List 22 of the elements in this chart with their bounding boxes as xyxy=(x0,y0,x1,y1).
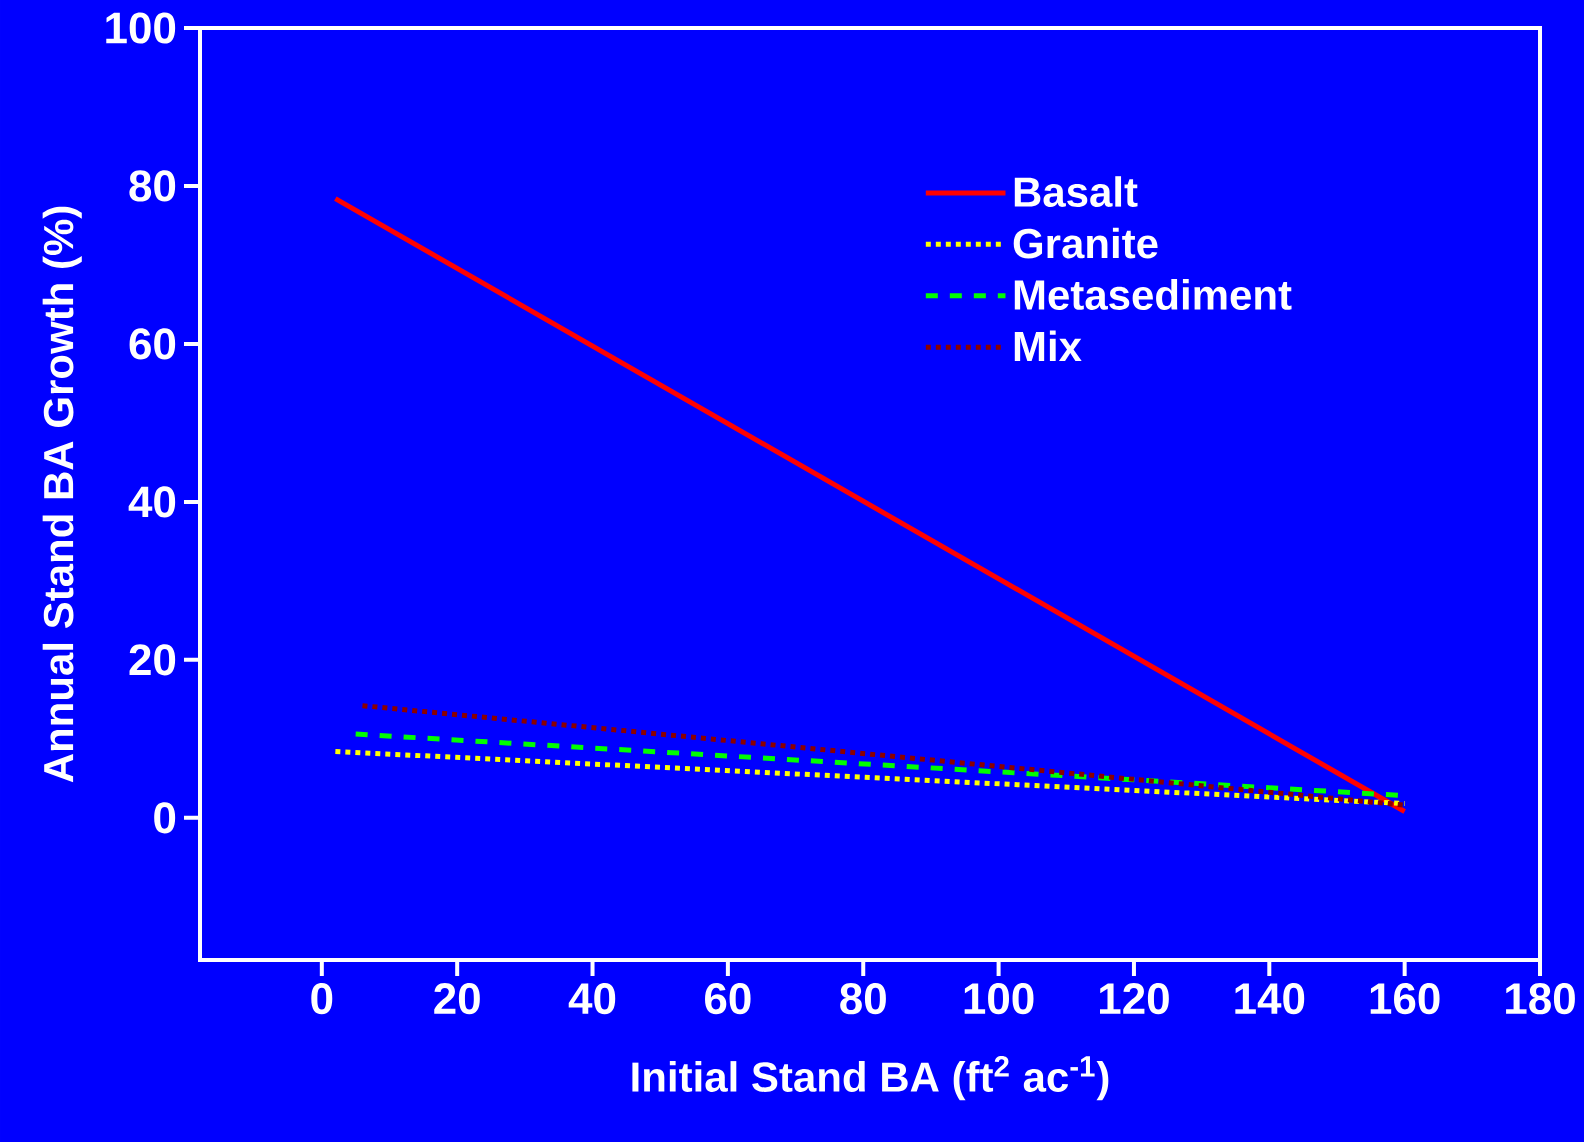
legend-label: Metasediment xyxy=(1014,279,1292,310)
legend-label: Basalt xyxy=(1014,176,1138,208)
y-tick-label: 60 xyxy=(129,328,176,360)
legend-label: Mix xyxy=(1014,330,1082,361)
y-tick-label: 40 xyxy=(128,486,176,518)
x-axis-title: Initial Stand BA (ft$^{2}$ ac$^{-1}$) xyxy=(632,1055,1109,1101)
x-tick-label: 160 xyxy=(1370,983,1440,1015)
y-tick-label: 100 xyxy=(106,12,176,44)
x-tick-label: 120 xyxy=(1100,983,1169,1015)
y-tick-label: 20 xyxy=(129,644,176,676)
legend-label: Granite xyxy=(1013,227,1158,259)
y-tick-label: 0 xyxy=(154,802,176,834)
x-tick-label: 40 xyxy=(568,983,616,1015)
x-tick-label: 60 xyxy=(705,983,751,1015)
x-tick-label: 80 xyxy=(840,983,886,1015)
y-axis-title: Annual Stand BA Growth (%) xyxy=(42,206,82,783)
x-tick-label: 20 xyxy=(434,983,480,1015)
x-tick-label: 180 xyxy=(1506,983,1575,1015)
x-tick-label: 100 xyxy=(964,983,1034,1015)
x-tick-label: 0 xyxy=(311,983,333,1015)
x-tick-label: 140 xyxy=(1235,983,1305,1015)
y-tick-label: 80 xyxy=(129,170,176,202)
